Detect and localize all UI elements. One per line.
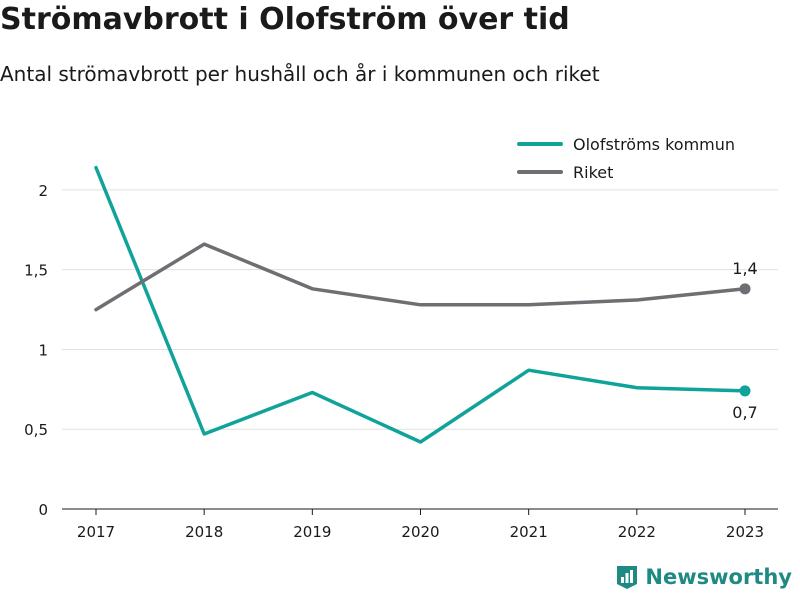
y-tick-label-0: 0 xyxy=(38,501,48,519)
x-tick-label-5: 2022 xyxy=(618,523,656,541)
legend-label-1: Riket xyxy=(573,163,613,182)
page-title: Strömavbrott i Olofström över tid xyxy=(0,2,570,37)
y-tick-label-4: 2 xyxy=(38,182,48,200)
brand-name: Newsworthy xyxy=(645,565,792,589)
x-tick-label-4: 2021 xyxy=(510,523,548,541)
series-line-1 xyxy=(94,242,747,312)
y-tick-label-1: 0,5 xyxy=(24,421,48,439)
series-end-label-0: 0,7 xyxy=(732,403,757,422)
x-tick-label-1: 2018 xyxy=(185,523,223,541)
x-tick-label-6: 2023 xyxy=(726,523,764,541)
series-end-label-1: 1,4 xyxy=(732,259,757,278)
brand-logo: Newsworthy xyxy=(615,564,792,590)
x-tick-label-0: 2017 xyxy=(77,523,115,541)
series-line-0 xyxy=(94,165,747,444)
x-tick-label-3: 2020 xyxy=(401,523,439,541)
series-end-point-0 xyxy=(739,385,751,397)
series-end-point-1 xyxy=(739,283,751,295)
x-tick-label-2: 2019 xyxy=(293,523,331,541)
page-subtitle: Antal strömavbrott per hushåll och år i … xyxy=(0,62,600,86)
y-tick-label-3: 1,5 xyxy=(24,262,48,280)
legend-label-0: Olofströms kommun xyxy=(573,135,735,154)
legend-background xyxy=(512,126,764,188)
y-tick-label-2: 1 xyxy=(38,341,48,359)
newsworthy-logo-icon xyxy=(617,566,638,589)
